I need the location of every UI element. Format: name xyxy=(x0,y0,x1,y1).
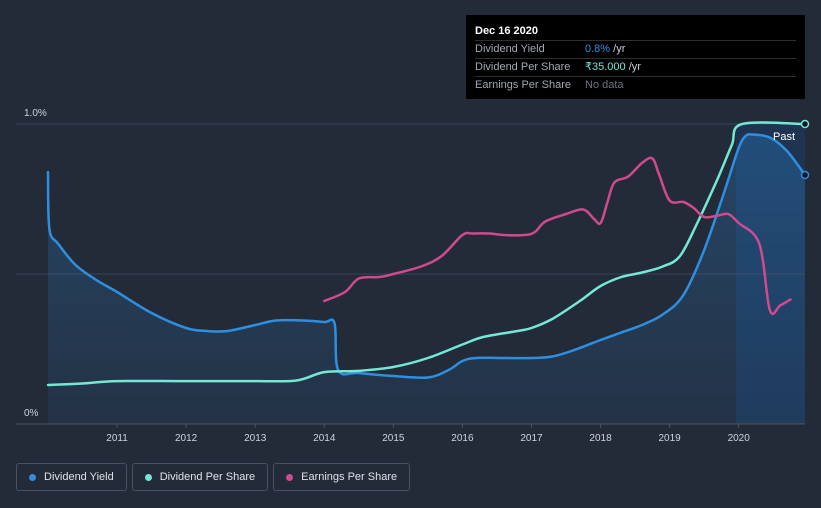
legend-label: Dividend Per Share xyxy=(159,471,256,483)
tooltip-label: Earnings Per Share xyxy=(475,79,571,91)
legend-item-earnings-per-share[interactable]: Earnings Per Share xyxy=(273,463,411,491)
x-tick-label: 2011 xyxy=(106,433,128,444)
legend: Dividend Yield Dividend Per Share Earnin… xyxy=(16,463,415,491)
x-tick-label: 2018 xyxy=(589,433,612,444)
tooltip-date: Dec 16 2020 xyxy=(475,25,538,37)
y-tick-label: 1.0% xyxy=(24,108,47,119)
legend-dot-icon xyxy=(29,473,36,481)
dividend-per-share-line xyxy=(46,121,807,387)
x-tick-label: 2020 xyxy=(728,433,751,444)
past-label: Past xyxy=(773,131,795,143)
y-tick-label: 0% xyxy=(24,408,39,419)
legend-dot-icon xyxy=(144,473,152,481)
dividend-yield-end-marker xyxy=(800,170,810,180)
tooltip-panel: Dec 16 2020 Dividend Yield 0.8% /yr Divi… xyxy=(466,15,805,99)
x-tick-label: 2019 xyxy=(658,433,681,444)
x-tick-label: 2014 xyxy=(313,433,336,444)
tooltip-label: Dividend Per Share xyxy=(475,61,571,73)
tooltip-value: 0.8% /yr xyxy=(585,43,626,55)
x-tick-label: 2012 xyxy=(175,433,198,444)
tooltip-row-dividend-per-share: Dividend Per Share ₹35.000 /yr xyxy=(475,58,796,76)
tooltip-row-earnings-per-share: Earnings Per Share No data xyxy=(475,76,796,94)
dividend-yield-area xyxy=(48,134,805,424)
x-tick-label: 2015 xyxy=(382,433,405,444)
tooltip-value: No data xyxy=(585,79,624,91)
dividend-yield-line xyxy=(46,133,807,380)
dividend-per-share-end-marker xyxy=(800,119,810,129)
tooltip-label: Dividend Yield xyxy=(475,43,545,55)
legend-item-dividend-yield[interactable]: Dividend Yield xyxy=(16,463,127,491)
legend-label: Dividend Yield xyxy=(44,471,114,483)
x-tick-label: 2016 xyxy=(451,433,474,444)
legend-label: Earnings Per Share xyxy=(301,471,398,483)
x-tick-label: 2013 xyxy=(244,433,267,444)
x-tick-label: 2017 xyxy=(520,433,543,444)
tooltip-row-dividend-yield: Dividend Yield 0.8% /yr xyxy=(475,40,796,58)
legend-item-dividend-per-share[interactable]: Dividend Per Share xyxy=(131,463,269,491)
tooltip-value: ₹35.000 /yr xyxy=(585,61,641,73)
legend-dot-icon xyxy=(286,473,294,481)
earnings-per-share-line xyxy=(323,156,792,316)
